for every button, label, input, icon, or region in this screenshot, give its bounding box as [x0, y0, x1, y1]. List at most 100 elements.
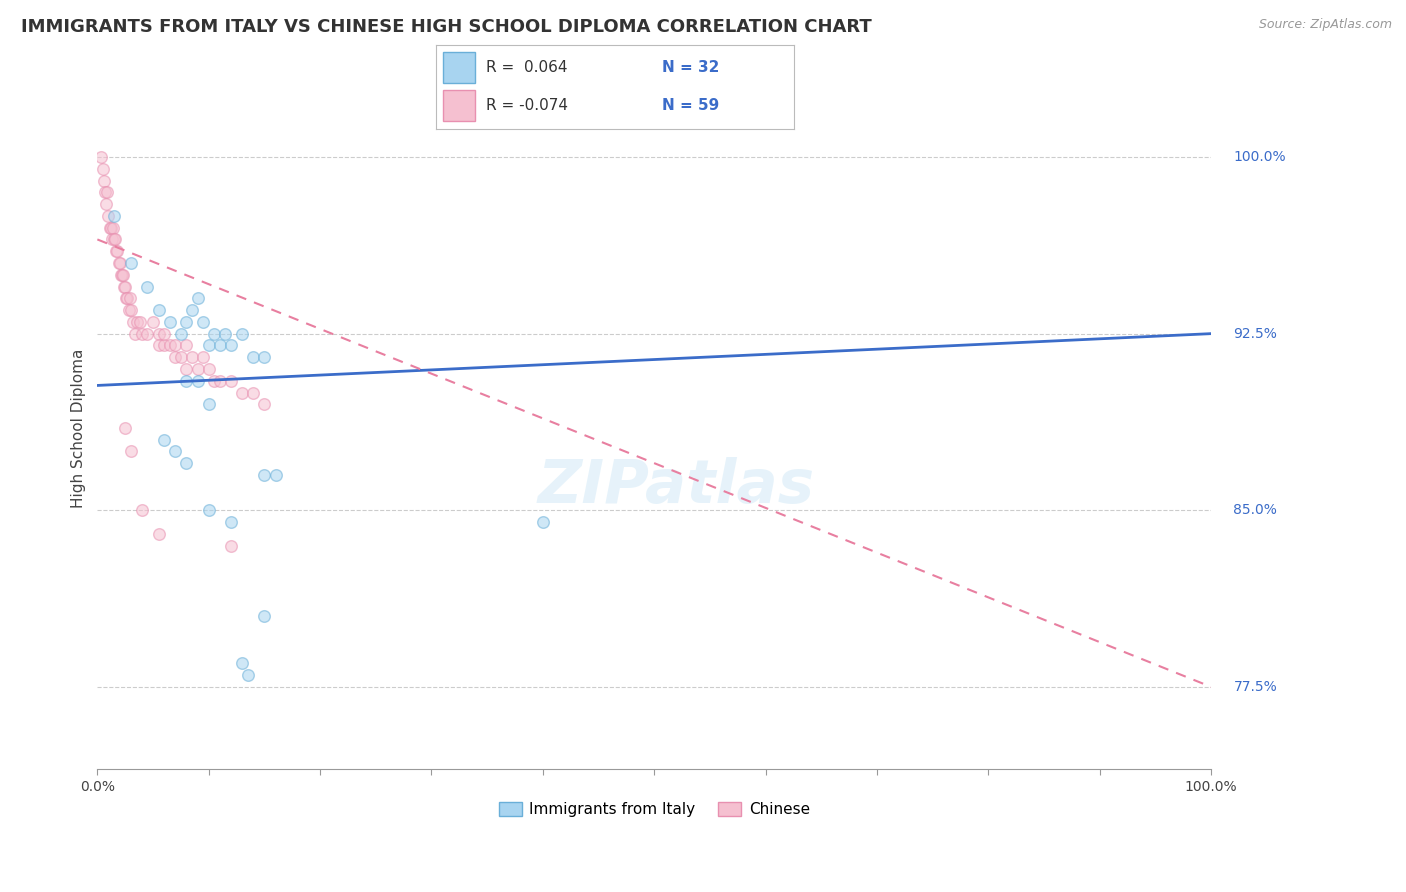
Point	[181, 303, 204, 318]
Text: R =  0.064: R = 0.064	[486, 60, 568, 75]
Point	[111, 268, 134, 282]
Point	[124, 326, 146, 341]
Point	[231, 657, 253, 671]
Point	[176, 362, 198, 376]
Point	[120, 444, 142, 458]
Point	[148, 303, 170, 318]
Point	[91, 161, 114, 176]
Text: ZIPatlas: ZIPatlas	[538, 458, 815, 516]
Point	[103, 232, 125, 246]
Point	[114, 279, 136, 293]
Point	[187, 291, 209, 305]
Point	[90, 150, 112, 164]
Point	[219, 515, 242, 529]
Point	[170, 350, 193, 364]
Point	[136, 326, 159, 341]
Point	[101, 232, 124, 246]
Point	[100, 220, 122, 235]
Point	[197, 338, 219, 352]
Point	[165, 444, 187, 458]
Point	[159, 315, 181, 329]
Point	[208, 374, 231, 388]
Point	[187, 362, 209, 376]
Point	[264, 467, 287, 482]
Point	[202, 326, 225, 341]
Point	[107, 256, 129, 270]
Point	[114, 421, 136, 435]
Point	[94, 186, 117, 200]
Text: IMMIGRANTS FROM ITALY VS CHINESE HIGH SCHOOL DIPLOMA CORRELATION CHART: IMMIGRANTS FROM ITALY VS CHINESE HIGH SC…	[21, 18, 872, 36]
Point	[253, 467, 276, 482]
Point	[131, 503, 153, 517]
Legend: Immigrants from Italy, Chinese: Immigrants from Italy, Chinese	[492, 796, 815, 823]
FancyBboxPatch shape	[443, 90, 475, 120]
Point	[96, 186, 118, 200]
Point	[153, 338, 176, 352]
Point	[231, 326, 253, 341]
Point	[131, 326, 153, 341]
Text: R = -0.074: R = -0.074	[486, 98, 568, 113]
Point	[176, 456, 198, 470]
Text: N = 32: N = 32	[662, 60, 718, 75]
Point	[127, 315, 149, 329]
Point	[197, 397, 219, 411]
Point	[108, 256, 131, 270]
Text: N = 59: N = 59	[662, 98, 718, 113]
Point	[219, 374, 242, 388]
Point	[170, 326, 193, 341]
Point	[181, 350, 204, 364]
Point	[103, 209, 125, 223]
Point	[118, 291, 141, 305]
Point	[148, 326, 170, 341]
Point	[98, 220, 121, 235]
Text: 85.0%: 85.0%	[1233, 503, 1277, 517]
Point	[219, 539, 242, 553]
Point	[191, 350, 214, 364]
Y-axis label: High School Diploma: High School Diploma	[72, 348, 86, 508]
Text: 100.0%: 100.0%	[1233, 150, 1286, 164]
Point	[187, 374, 209, 388]
Point	[105, 244, 128, 259]
Point	[96, 197, 118, 211]
Point	[214, 326, 236, 341]
Point	[236, 668, 259, 682]
Point	[531, 515, 554, 529]
Point	[176, 315, 198, 329]
Point	[115, 291, 138, 305]
Point	[253, 397, 276, 411]
Point	[148, 338, 170, 352]
Point	[117, 291, 139, 305]
Point	[93, 173, 115, 187]
Point	[128, 315, 150, 329]
Point	[105, 244, 128, 259]
Point	[142, 315, 165, 329]
Point	[197, 503, 219, 517]
Text: 77.5%: 77.5%	[1233, 680, 1277, 694]
Text: 92.5%: 92.5%	[1233, 326, 1277, 341]
Point	[242, 350, 264, 364]
Point	[120, 256, 142, 270]
Point	[111, 268, 134, 282]
Point	[242, 385, 264, 400]
Point	[101, 220, 124, 235]
Point	[231, 385, 253, 400]
Point	[219, 338, 242, 352]
Point	[122, 315, 145, 329]
Point	[197, 362, 219, 376]
Point	[191, 315, 214, 329]
Point	[202, 374, 225, 388]
Point	[208, 338, 231, 352]
Point	[253, 350, 276, 364]
Point	[159, 338, 181, 352]
Point	[136, 279, 159, 293]
Point	[253, 609, 276, 624]
FancyBboxPatch shape	[443, 53, 475, 83]
Point	[97, 209, 120, 223]
Point	[112, 279, 135, 293]
Point	[176, 338, 198, 352]
Point	[165, 338, 187, 352]
Point	[110, 268, 132, 282]
Point	[176, 374, 198, 388]
Point	[153, 433, 176, 447]
Point	[148, 526, 170, 541]
